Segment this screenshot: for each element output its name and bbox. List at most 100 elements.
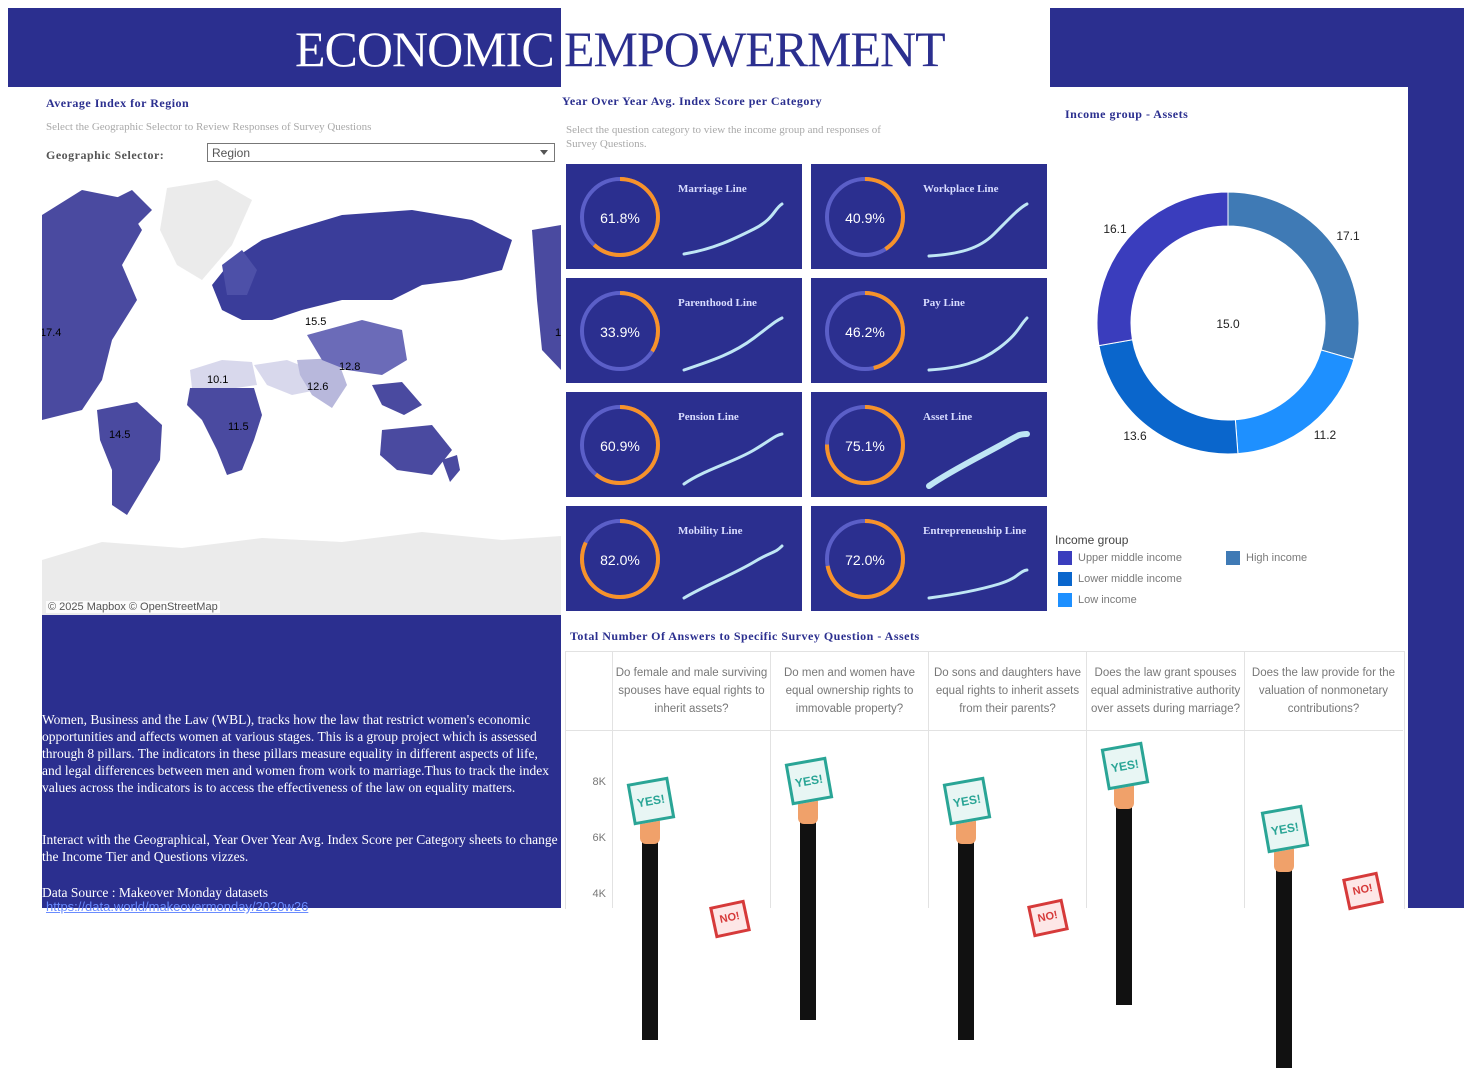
- progress-ring-fill: [580, 177, 660, 257]
- donut-label-low-income: 11.2: [1314, 428, 1337, 442]
- kpi-value: 75.1%: [845, 438, 885, 454]
- legend-upper-middle-income[interactable]: Upper middle income: [1058, 551, 1182, 565]
- map-label-east-asia-pacific: 12.8: [339, 361, 360, 373]
- progress-ring-fill: [580, 405, 660, 485]
- description-text: Women, Business and the Law (WBL), track…: [42, 712, 549, 795]
- map-label-sub-saharan-africa: 11.5: [228, 421, 249, 433]
- yes-sign-hand[interactable]: YES!: [626, 776, 676, 1040]
- kpi-card-mobility-line[interactable]: 82.0% Mobility Line: [566, 506, 802, 611]
- yes-sign-card: YES!: [784, 756, 834, 806]
- sparkline: [926, 431, 1030, 489]
- column-divider: [770, 730, 771, 908]
- sleeve: [642, 840, 658, 1040]
- sleeve: [958, 840, 974, 1040]
- donut-slice[interactable]: [1227, 191, 1360, 361]
- kpi-card-graphic: [825, 519, 1029, 600]
- income-donut-chart[interactable]: 15.0 17.1 11.2 13.6 16.1: [1050, 150, 1408, 530]
- yes-sign-hand[interactable]: YES!: [1100, 741, 1150, 1005]
- donut-slice[interactable]: [1096, 191, 1229, 347]
- question-header-4: Does the law grant spouses equal adminis…: [1086, 652, 1244, 730]
- title-left: ECONOMIC: [295, 21, 555, 77]
- progress-ring-fill: [580, 291, 660, 371]
- sparkline: [927, 568, 1029, 600]
- kpi-card-graphic: [580, 405, 784, 486]
- question-header-1: Do female and male surviving spouses hav…: [612, 652, 770, 730]
- no-sign-card[interactable]: NO!: [709, 899, 751, 939]
- map-label-latin-america: 14.5: [109, 429, 130, 441]
- legend-high-income[interactable]: High income: [1226, 551, 1307, 565]
- kpi-card-pay-line[interactable]: 46.2% Pay Line: [811, 278, 1047, 383]
- sparkline: [682, 316, 784, 372]
- map-attribution[interactable]: © 2025 Mapbox © OpenStreetMap: [46, 601, 220, 613]
- column-divider: [1086, 730, 1087, 908]
- income-legend-title: Income group: [1055, 533, 1129, 547]
- description-panel: [42, 615, 561, 908]
- kpi-section-title: Year Over Year Avg. Index Score per Cate…: [562, 94, 823, 108]
- kpi-card-graphic: [825, 291, 1029, 372]
- progress-ring-fill: [825, 519, 905, 599]
- sparkline: [682, 432, 784, 486]
- sparkline: [927, 316, 1029, 372]
- kpi-label: Parenthood Line: [678, 297, 757, 309]
- header-band-right: [1050, 8, 1464, 87]
- yes-sign-hand[interactable]: YES!: [942, 776, 992, 1040]
- legend-swatch: [1058, 572, 1072, 586]
- question-header-3: Do sons and daughters have equal rights …: [928, 652, 1086, 730]
- kpi-label: Workplace Line: [923, 183, 999, 195]
- y-axis-tick-8k: 8K: [592, 776, 606, 788]
- donut-label-high-income: 17.1: [1336, 229, 1360, 243]
- kpi-value: 82.0%: [600, 552, 640, 568]
- geo-selector-dropdown[interactable]: Region: [207, 143, 555, 162]
- header-band-left: [8, 8, 561, 87]
- kpi-card-graphic: [825, 177, 1029, 258]
- yes-sign-hand[interactable]: YES!: [1260, 804, 1310, 1068]
- legend-low-income[interactable]: Low income: [1058, 593, 1137, 607]
- donut-slice[interactable]: [1098, 339, 1239, 455]
- kpi-card-asset-line[interactable]: 75.1% Asset Line: [811, 392, 1047, 497]
- sleeve: [800, 820, 816, 1020]
- progress-ring-fill: [825, 177, 905, 257]
- donut-center-value: 15.0: [1216, 317, 1240, 331]
- legend-swatch: [1226, 551, 1240, 565]
- sleeve: [1116, 805, 1132, 1005]
- column-divider: [612, 730, 613, 908]
- question-header-2: Do men and women have equal ownership ri…: [770, 652, 928, 730]
- kpi-label: Pension Line: [678, 411, 739, 423]
- sparkline: [927, 202, 1029, 258]
- legend-lower-middle-income[interactable]: Lower middle income: [1058, 572, 1182, 586]
- survey-section-title: Total Number Of Answers to Specific Surv…: [570, 629, 920, 643]
- map-label-middle-east-north-africa: 10.1: [207, 374, 228, 386]
- geo-selector-value: Region: [212, 146, 251, 160]
- survey-header-divider: [565, 730, 1403, 731]
- donut-label-upper-middle-income: 16.1: [1103, 222, 1127, 236]
- sleeve: [1276, 868, 1292, 1068]
- kpi-label: Mobility Line: [678, 525, 743, 537]
- map-label-north-america: 17.4: [42, 327, 61, 339]
- right-side-band: [1408, 87, 1464, 908]
- description-instructions: Interact with the Geographical, Year Ove…: [42, 832, 558, 864]
- kpi-card-graphic: [580, 177, 784, 257]
- no-sign-card[interactable]: NO!: [1027, 898, 1069, 938]
- chevron-down-icon: [540, 150, 548, 155]
- kpi-card-parenthood-line[interactable]: 33.9% Parenthood Line: [566, 278, 802, 383]
- kpi-value: 60.9%: [600, 438, 640, 454]
- progress-ring-fill: [825, 291, 905, 371]
- data-source-link[interactable]: https://data.world/makeovermonday/2020w2…: [46, 899, 309, 914]
- yes-sign-card: YES!: [626, 776, 676, 826]
- kpi-label: Marriage Line: [678, 183, 747, 195]
- kpi-card-marriage-line[interactable]: 61.8% Marriage Line: [566, 164, 802, 269]
- map-section-subtitle: Select the Geographic Selector to Review…: [46, 121, 372, 133]
- sparkline: [682, 544, 784, 600]
- map-label-south-asia: 12.6: [307, 381, 328, 393]
- kpi-card-graphic: [825, 405, 1030, 489]
- kpi-card-workplace-line[interactable]: 40.9% Workplace Line: [811, 164, 1047, 269]
- yes-sign-card: YES!: [942, 776, 992, 826]
- yes-sign-hand[interactable]: YES!: [784, 756, 834, 1020]
- kpi-card-pension-line[interactable]: 60.9% Pension Line: [566, 392, 802, 497]
- kpi-card-entrepreneuship-line[interactable]: 72.0% Entrepreneuship Line: [811, 506, 1047, 611]
- progress-ring-fill: [580, 519, 660, 599]
- world-map[interactable]: 17.4 15.5 12.8 10.1 12.6 11.5 14.5 1 © 2…: [42, 170, 561, 615]
- kpi-value: 40.9%: [845, 210, 885, 226]
- kpi-label: Pay Line: [923, 297, 965, 309]
- column-divider: [928, 730, 929, 908]
